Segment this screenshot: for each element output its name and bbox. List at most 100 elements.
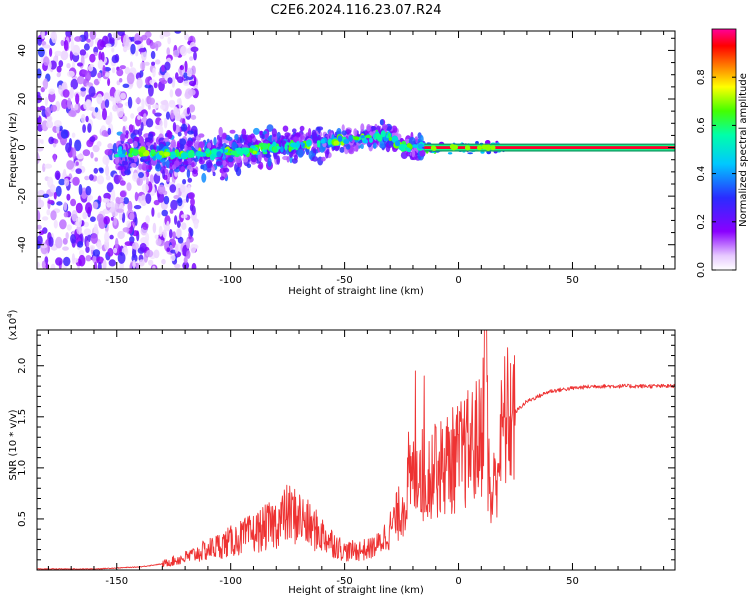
spectrogram-blob — [49, 184, 56, 193]
spectrogram-blob — [37, 210, 41, 222]
spectrogram-ridge-point — [272, 141, 277, 147]
spectrogram-blob — [157, 184, 166, 195]
spectrogram-blob — [71, 132, 76, 138]
spectrogram-blob — [93, 78, 100, 86]
spectrogram-blob — [174, 31, 182, 34]
spectrogram-blob — [137, 128, 143, 137]
spectrogram-blob — [193, 51, 197, 61]
spectrogram-blob — [191, 162, 195, 168]
spectrogram-blob — [223, 167, 230, 173]
spectrogram-blob — [187, 177, 193, 183]
spectrogram-y-label: Frequency (Hz) — [8, 112, 19, 188]
spectrogram-ridge-point — [230, 150, 237, 156]
spectrogram-blob — [187, 89, 196, 96]
spectrogram-blob — [64, 178, 70, 187]
spectrogram-ridge-point — [216, 151, 222, 158]
colorbar-label: Normalized spectral amplitude — [738, 73, 749, 227]
spectrogram-blob — [77, 62, 83, 67]
spectrogram-blob — [147, 104, 151, 110]
spectrogram-blob — [181, 222, 187, 231]
x-tick-label: -50 — [336, 275, 352, 286]
spectrogram-blob — [93, 46, 99, 54]
colorbar-tick-label: 0.2 — [696, 214, 707, 230]
spectrogram-blob — [155, 124, 162, 130]
spectrogram-ridge-point — [159, 150, 164, 156]
spectrogram-blob — [162, 169, 166, 180]
spectrogram-blob — [198, 133, 205, 138]
spectrogram-blob — [137, 115, 141, 120]
spectrogram-ridge-point — [290, 142, 296, 148]
spectrogram-blob — [56, 123, 60, 134]
spectrogram-ridge-point — [296, 140, 300, 149]
spectrogram-ridge-point — [250, 145, 256, 149]
spectrogram-blob — [180, 184, 186, 193]
spectrogram-blob — [294, 154, 298, 161]
spectrogram-blob — [174, 215, 178, 225]
spectrogram-blob — [109, 234, 114, 240]
spectrogram-blob — [130, 113, 135, 119]
spectrogram-blob — [37, 68, 42, 79]
spectrogram-blob — [155, 238, 162, 246]
x-tick-label: 50 — [566, 275, 579, 286]
x-tick-label: 0 — [455, 576, 461, 587]
spectrogram-blob — [144, 84, 152, 89]
spectrogram-blob — [49, 47, 53, 57]
spectrogram-blob — [201, 172, 207, 183]
spectrogram-blob — [69, 87, 74, 99]
spectrogram-y-ticks: -40 -20 0 20 40 — [17, 37, 675, 270]
spectrogram-blob — [116, 103, 124, 108]
spectrogram-blob — [294, 132, 301, 138]
spectrogram-blob — [60, 50, 69, 61]
spectrogram-ridge-point — [205, 148, 210, 154]
spectrogram-blob — [65, 142, 72, 153]
spectrogram-blob — [177, 131, 182, 137]
spectrogram-blob — [42, 216, 49, 221]
spectrogram-blob — [50, 263, 56, 269]
spectrogram-blob — [219, 136, 223, 147]
spectrogram-blob — [79, 49, 87, 56]
spectrogram-blob — [88, 86, 96, 98]
spectrogram-blob — [138, 111, 145, 117]
spectrogram-blob — [72, 176, 80, 186]
spectrogram-blob — [143, 113, 147, 119]
spectrogram-blob — [186, 238, 190, 249]
spectrogram-blob — [165, 111, 171, 120]
spectrogram-ridge-point — [132, 149, 139, 156]
spectrogram-blob — [182, 179, 187, 185]
y-tick-label: -20 — [17, 188, 28, 204]
colorbar: 0.0 0.2 0.4 0.6 0.8 Normalized spectral ampl… — [696, 28, 749, 278]
spectrogram-blob — [182, 261, 190, 269]
spectrogram-blob — [115, 196, 121, 204]
spectrogram-blob — [63, 201, 68, 211]
spectrogram-blob — [108, 259, 117, 267]
spectrogram-blob — [175, 88, 182, 97]
spectrogram-blob — [110, 216, 114, 221]
spectrogram-blob — [104, 99, 110, 108]
spectrogram-blob — [157, 192, 165, 203]
spectrogram-blob — [202, 163, 208, 171]
spectrogram-blob — [103, 216, 110, 225]
spectrogram-blob — [130, 163, 137, 168]
spectrogram-blob — [93, 167, 99, 174]
spectrogram-blob — [155, 59, 161, 65]
spectrogram-blob — [164, 61, 171, 71]
spectrogram-blob — [127, 96, 133, 109]
spectrogram-blob — [82, 149, 91, 157]
spectrogram-blob — [165, 141, 170, 147]
spectrogram-ridge-point — [431, 146, 437, 151]
spectrogram-blob — [58, 60, 64, 68]
spectrogram-blob — [44, 96, 49, 107]
spectrogram-blob — [170, 199, 178, 211]
spectrogram-blob — [125, 132, 129, 139]
spectrogram-blob — [89, 136, 96, 143]
spectrogram-blob — [145, 177, 149, 185]
spectrogram-blob — [127, 138, 134, 144]
spectrogram-blob — [122, 34, 130, 47]
spectrogram-blob — [174, 113, 182, 121]
spectrogram-blob — [80, 114, 86, 124]
spectrogram-blob — [134, 40, 142, 45]
x-tick-label: -50 — [336, 576, 352, 587]
spectrogram-blob — [160, 103, 166, 110]
figure-title: C2E6.2024.116.23.07.R24 — [270, 3, 441, 18]
spectrogram-blob — [222, 160, 227, 167]
